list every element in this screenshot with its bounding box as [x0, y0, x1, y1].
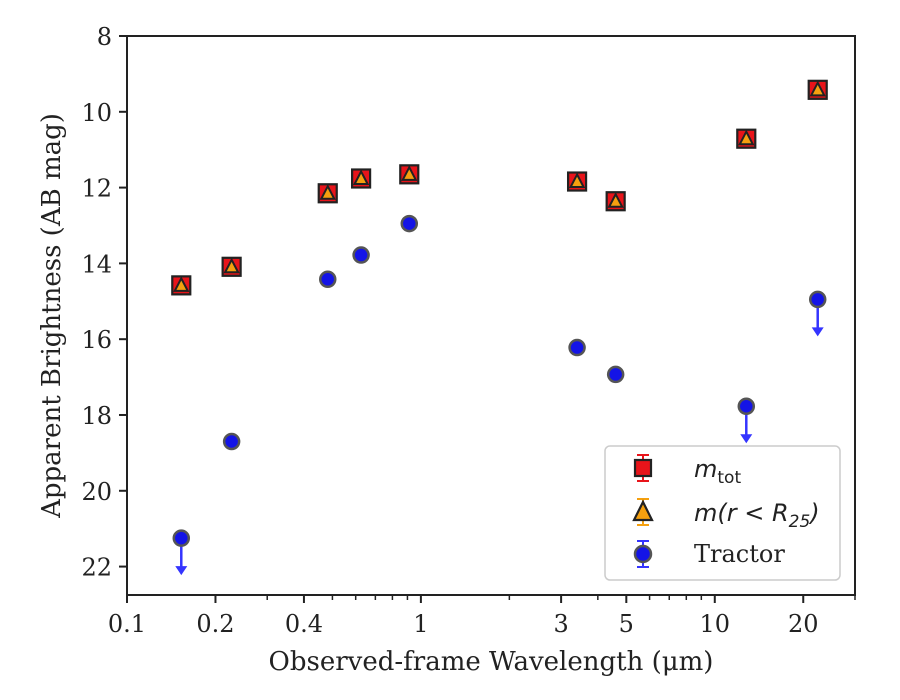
data-point: [222, 432, 241, 451]
legend-label: Tractor: [694, 540, 785, 568]
mr25-marker: [223, 257, 240, 274]
tractor-marker: [606, 365, 625, 384]
data-point: [400, 214, 419, 233]
y-tick-label: 8: [97, 23, 112, 51]
data-point: [223, 257, 240, 274]
data-point: [737, 397, 756, 444]
x-tick-label: 3: [553, 610, 568, 638]
mr25-marker: [568, 172, 586, 189]
y-tick-label: 12: [81, 175, 112, 203]
axes: 0.1 0.2 0.4 1 3 5 10 20 8 10 12 14 16 18 20 22: [81, 23, 856, 638]
legend-label: mtot: [694, 455, 741, 488]
mr25-marker: [319, 184, 336, 200]
legend-triangle-marker: [632, 499, 654, 522]
data-point: [607, 192, 624, 208]
data-point: [319, 184, 336, 200]
legend-entry: m(r < R25): [632, 498, 820, 532]
data-point: [568, 338, 586, 357]
y-tick-label: 22: [81, 554, 112, 582]
y-tick-label: 16: [81, 326, 112, 354]
tractor-marker: [737, 397, 756, 416]
data-point: [352, 169, 370, 185]
data-point: [606, 365, 625, 384]
data-point: [809, 80, 826, 97]
x-tick-label: 0.4: [285, 610, 323, 638]
legend-square-marker: [633, 458, 653, 478]
tractor-marker: [222, 432, 241, 451]
legend-label: m(r < R25): [694, 499, 820, 532]
x-tick-label: 1: [413, 610, 428, 638]
data-point: [318, 270, 337, 289]
mr25-marker: [809, 80, 826, 97]
legend-circle-marker: [633, 544, 653, 564]
mr25-marker: [401, 165, 418, 181]
plot-area: [171, 79, 828, 576]
data-point: [568, 172, 586, 189]
x-tick-label: 0.1: [108, 610, 146, 638]
x-tick-label: 5: [619, 610, 634, 638]
data-point: [173, 276, 190, 292]
tractor-upper-limit-arrow: [811, 327, 824, 337]
data-point: [352, 246, 370, 264]
x-tick-label: 10: [700, 610, 731, 638]
y-tick-label: 10: [81, 99, 112, 127]
tractor-marker: [568, 338, 586, 357]
tractor-marker: [352, 246, 370, 264]
series-m-r-r25-: [173, 80, 826, 292]
mr25-marker: [738, 129, 755, 146]
legend-box: [604, 445, 841, 581]
series-m-tot: [171, 79, 828, 296]
data-point: [808, 290, 827, 337]
tractor-upper-limit-arrow: [175, 566, 188, 576]
y-tick-label: 20: [81, 478, 112, 506]
legend-entry: mtot: [633, 454, 741, 488]
legend-entry: Tractor: [633, 540, 785, 568]
mr25-marker: [352, 169, 370, 185]
axis-frame: [126, 35, 856, 596]
legend: mtot m(r < R25) Tractor: [604, 445, 841, 581]
data-point: [401, 165, 418, 181]
data-point: [738, 129, 755, 146]
tractor-upper-limit-arrow: [740, 434, 753, 444]
tractor-marker: [400, 214, 419, 233]
data-marks: [171, 79, 828, 576]
tractor-marker: [808, 290, 827, 309]
y-tick-label: 18: [81, 402, 112, 430]
tractor-marker: [318, 270, 337, 289]
y-axis-label: Apparent Brightness (AB mag): [37, 113, 67, 519]
y-tick-label: 14: [81, 250, 112, 278]
series-tractor: [172, 214, 827, 576]
x-tick-label: 0.2: [196, 610, 234, 638]
mr25-marker: [173, 276, 190, 292]
data-point: [172, 529, 191, 576]
tractor-marker: [172, 529, 191, 547]
mr25-marker: [607, 192, 624, 208]
x-tick-label: 20: [788, 610, 819, 638]
x-axis-label: Observed-frame Wavelength (μm): [269, 647, 714, 677]
